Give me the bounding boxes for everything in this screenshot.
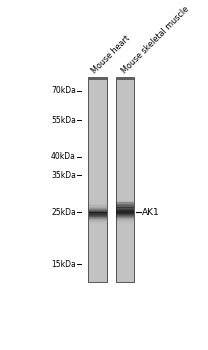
- Bar: [89, 218, 106, 219]
- Text: 35kDa: 35kDa: [51, 171, 76, 180]
- Bar: [116, 77, 134, 282]
- Bar: [89, 222, 106, 223]
- Text: 25kDa: 25kDa: [51, 208, 76, 217]
- Text: 55kDa: 55kDa: [51, 116, 76, 125]
- Bar: [116, 206, 134, 207]
- Bar: [116, 217, 134, 218]
- Bar: [89, 221, 106, 222]
- Bar: [89, 213, 106, 214]
- Bar: [89, 208, 106, 209]
- Bar: [116, 214, 134, 215]
- Text: AK1: AK1: [142, 208, 160, 217]
- Bar: [116, 215, 134, 216]
- Bar: [88, 77, 107, 80]
- Bar: [116, 201, 134, 202]
- Bar: [89, 223, 106, 224]
- Text: 15kDa: 15kDa: [51, 260, 76, 269]
- Bar: [116, 214, 134, 215]
- Bar: [89, 212, 106, 213]
- Bar: [89, 211, 106, 212]
- Bar: [116, 204, 134, 205]
- Text: 40kDa: 40kDa: [51, 152, 76, 161]
- Bar: [88, 77, 107, 282]
- Bar: [89, 209, 106, 210]
- Bar: [89, 203, 106, 204]
- Bar: [89, 219, 106, 220]
- Bar: [89, 205, 106, 206]
- Bar: [116, 202, 134, 203]
- Bar: [89, 215, 106, 216]
- Bar: [116, 219, 134, 220]
- Bar: [116, 208, 134, 209]
- Bar: [89, 216, 106, 217]
- Bar: [89, 207, 106, 208]
- Bar: [116, 223, 134, 224]
- Bar: [89, 217, 106, 218]
- Bar: [89, 214, 106, 215]
- Bar: [116, 209, 134, 210]
- Bar: [116, 207, 134, 208]
- Bar: [89, 204, 106, 205]
- Bar: [116, 203, 134, 204]
- Bar: [116, 210, 134, 211]
- Bar: [89, 210, 106, 211]
- Text: 70kDa: 70kDa: [51, 86, 76, 95]
- Bar: [116, 77, 134, 80]
- Bar: [116, 205, 134, 206]
- Bar: [116, 202, 134, 203]
- Bar: [116, 220, 134, 221]
- Text: Mouse heart: Mouse heart: [90, 34, 131, 76]
- Bar: [116, 208, 134, 209]
- Bar: [116, 212, 134, 213]
- Bar: [116, 211, 134, 212]
- Bar: [89, 220, 106, 221]
- Bar: [116, 221, 134, 222]
- Bar: [89, 206, 106, 207]
- Bar: [116, 218, 134, 219]
- Text: Mouse skeletal muscle: Mouse skeletal muscle: [120, 5, 191, 76]
- Bar: [116, 216, 134, 217]
- Bar: [116, 222, 134, 223]
